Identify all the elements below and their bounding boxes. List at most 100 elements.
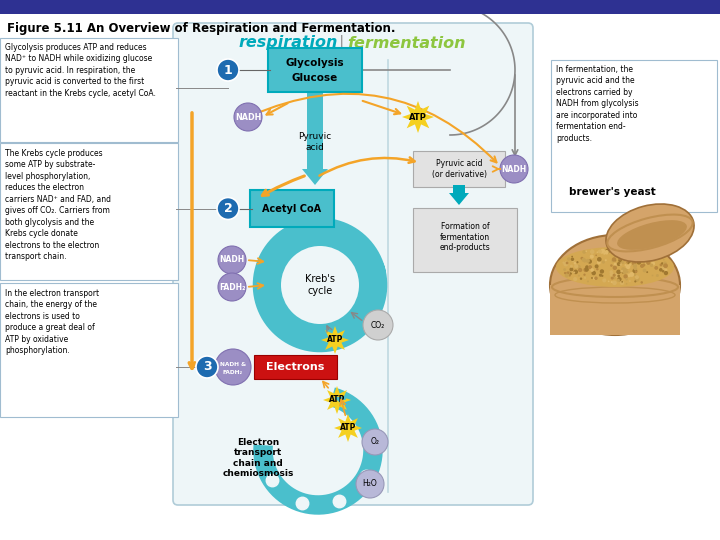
Circle shape	[617, 279, 620, 282]
Text: In fermentation, the
pyruvic acid and the
electrons carried by
NADH from glycoly: In fermentation, the pyruvic acid and th…	[556, 65, 639, 143]
Circle shape	[621, 281, 623, 283]
Circle shape	[566, 272, 570, 274]
Text: 2: 2	[224, 202, 233, 215]
Circle shape	[610, 272, 614, 277]
Circle shape	[611, 281, 613, 283]
Circle shape	[590, 268, 594, 272]
Circle shape	[218, 273, 246, 301]
Circle shape	[656, 274, 659, 277]
Text: Glucose: Glucose	[292, 73, 338, 83]
Circle shape	[641, 281, 643, 284]
Circle shape	[614, 251, 617, 254]
Circle shape	[632, 258, 634, 260]
Circle shape	[624, 268, 626, 270]
Circle shape	[635, 275, 639, 279]
Circle shape	[585, 267, 589, 272]
Circle shape	[597, 252, 598, 253]
FancyBboxPatch shape	[551, 60, 717, 212]
Text: FADH₂: FADH₂	[223, 369, 243, 375]
Circle shape	[635, 279, 639, 282]
Polygon shape	[321, 326, 349, 354]
Circle shape	[588, 265, 592, 269]
Circle shape	[577, 265, 580, 269]
Circle shape	[663, 261, 667, 265]
Circle shape	[634, 267, 637, 271]
Circle shape	[600, 269, 604, 274]
Circle shape	[625, 278, 627, 279]
Circle shape	[634, 255, 637, 259]
Circle shape	[603, 253, 606, 255]
Text: NADH: NADH	[220, 255, 245, 265]
Circle shape	[627, 272, 629, 274]
Text: Figure 5.11 An Overview of Respiration and Fermentation.: Figure 5.11 An Overview of Respiration a…	[7, 22, 395, 35]
Circle shape	[626, 278, 628, 281]
FancyBboxPatch shape	[173, 23, 533, 505]
Text: Kreb's
cycle: Kreb's cycle	[305, 274, 335, 296]
Circle shape	[614, 254, 617, 257]
Circle shape	[626, 252, 631, 256]
Circle shape	[600, 249, 604, 254]
Text: FADH₂: FADH₂	[219, 282, 246, 292]
FancyBboxPatch shape	[0, 283, 178, 417]
Circle shape	[635, 267, 637, 269]
Circle shape	[583, 260, 586, 262]
Circle shape	[660, 264, 662, 266]
Circle shape	[595, 265, 598, 268]
Circle shape	[562, 261, 564, 264]
Circle shape	[601, 275, 603, 277]
Circle shape	[217, 198, 239, 219]
Text: Electrons: Electrons	[266, 361, 324, 372]
Circle shape	[564, 273, 569, 278]
Circle shape	[626, 266, 627, 268]
Circle shape	[605, 249, 610, 254]
Circle shape	[281, 246, 359, 324]
Polygon shape	[334, 414, 362, 442]
Text: 3: 3	[203, 361, 211, 374]
FancyBboxPatch shape	[0, 38, 178, 142]
FancyBboxPatch shape	[268, 48, 362, 92]
Circle shape	[627, 261, 631, 264]
Circle shape	[654, 266, 658, 270]
Circle shape	[601, 249, 604, 252]
Circle shape	[631, 264, 632, 266]
Circle shape	[570, 271, 572, 273]
Circle shape	[626, 283, 627, 285]
Circle shape	[565, 261, 567, 264]
Circle shape	[626, 271, 629, 273]
Circle shape	[613, 274, 616, 277]
Circle shape	[362, 429, 388, 455]
Circle shape	[215, 349, 251, 385]
FancyBboxPatch shape	[250, 190, 334, 227]
Circle shape	[632, 268, 637, 273]
Circle shape	[617, 262, 621, 266]
FancyBboxPatch shape	[413, 208, 517, 272]
FancyBboxPatch shape	[550, 285, 680, 335]
Circle shape	[624, 264, 627, 266]
Circle shape	[631, 261, 636, 266]
Circle shape	[570, 270, 572, 273]
Circle shape	[218, 246, 246, 274]
Circle shape	[604, 250, 609, 254]
Circle shape	[626, 261, 628, 264]
Circle shape	[590, 249, 595, 254]
Circle shape	[617, 261, 621, 267]
Circle shape	[633, 264, 637, 268]
Text: O₂: O₂	[371, 437, 379, 447]
Text: brewer's yeast: brewer's yeast	[569, 187, 655, 197]
Circle shape	[590, 254, 594, 259]
Circle shape	[564, 272, 566, 274]
Circle shape	[652, 275, 653, 276]
Circle shape	[591, 277, 593, 279]
Circle shape	[602, 260, 605, 264]
Circle shape	[594, 276, 598, 280]
Circle shape	[572, 259, 575, 262]
Circle shape	[609, 270, 613, 274]
Circle shape	[614, 273, 619, 278]
Circle shape	[234, 103, 262, 131]
Circle shape	[569, 274, 571, 276]
Circle shape	[570, 267, 573, 272]
Circle shape	[614, 260, 616, 261]
Circle shape	[613, 249, 615, 252]
Text: Pyruvic
acid: Pyruvic acid	[298, 132, 332, 152]
Circle shape	[613, 276, 616, 279]
